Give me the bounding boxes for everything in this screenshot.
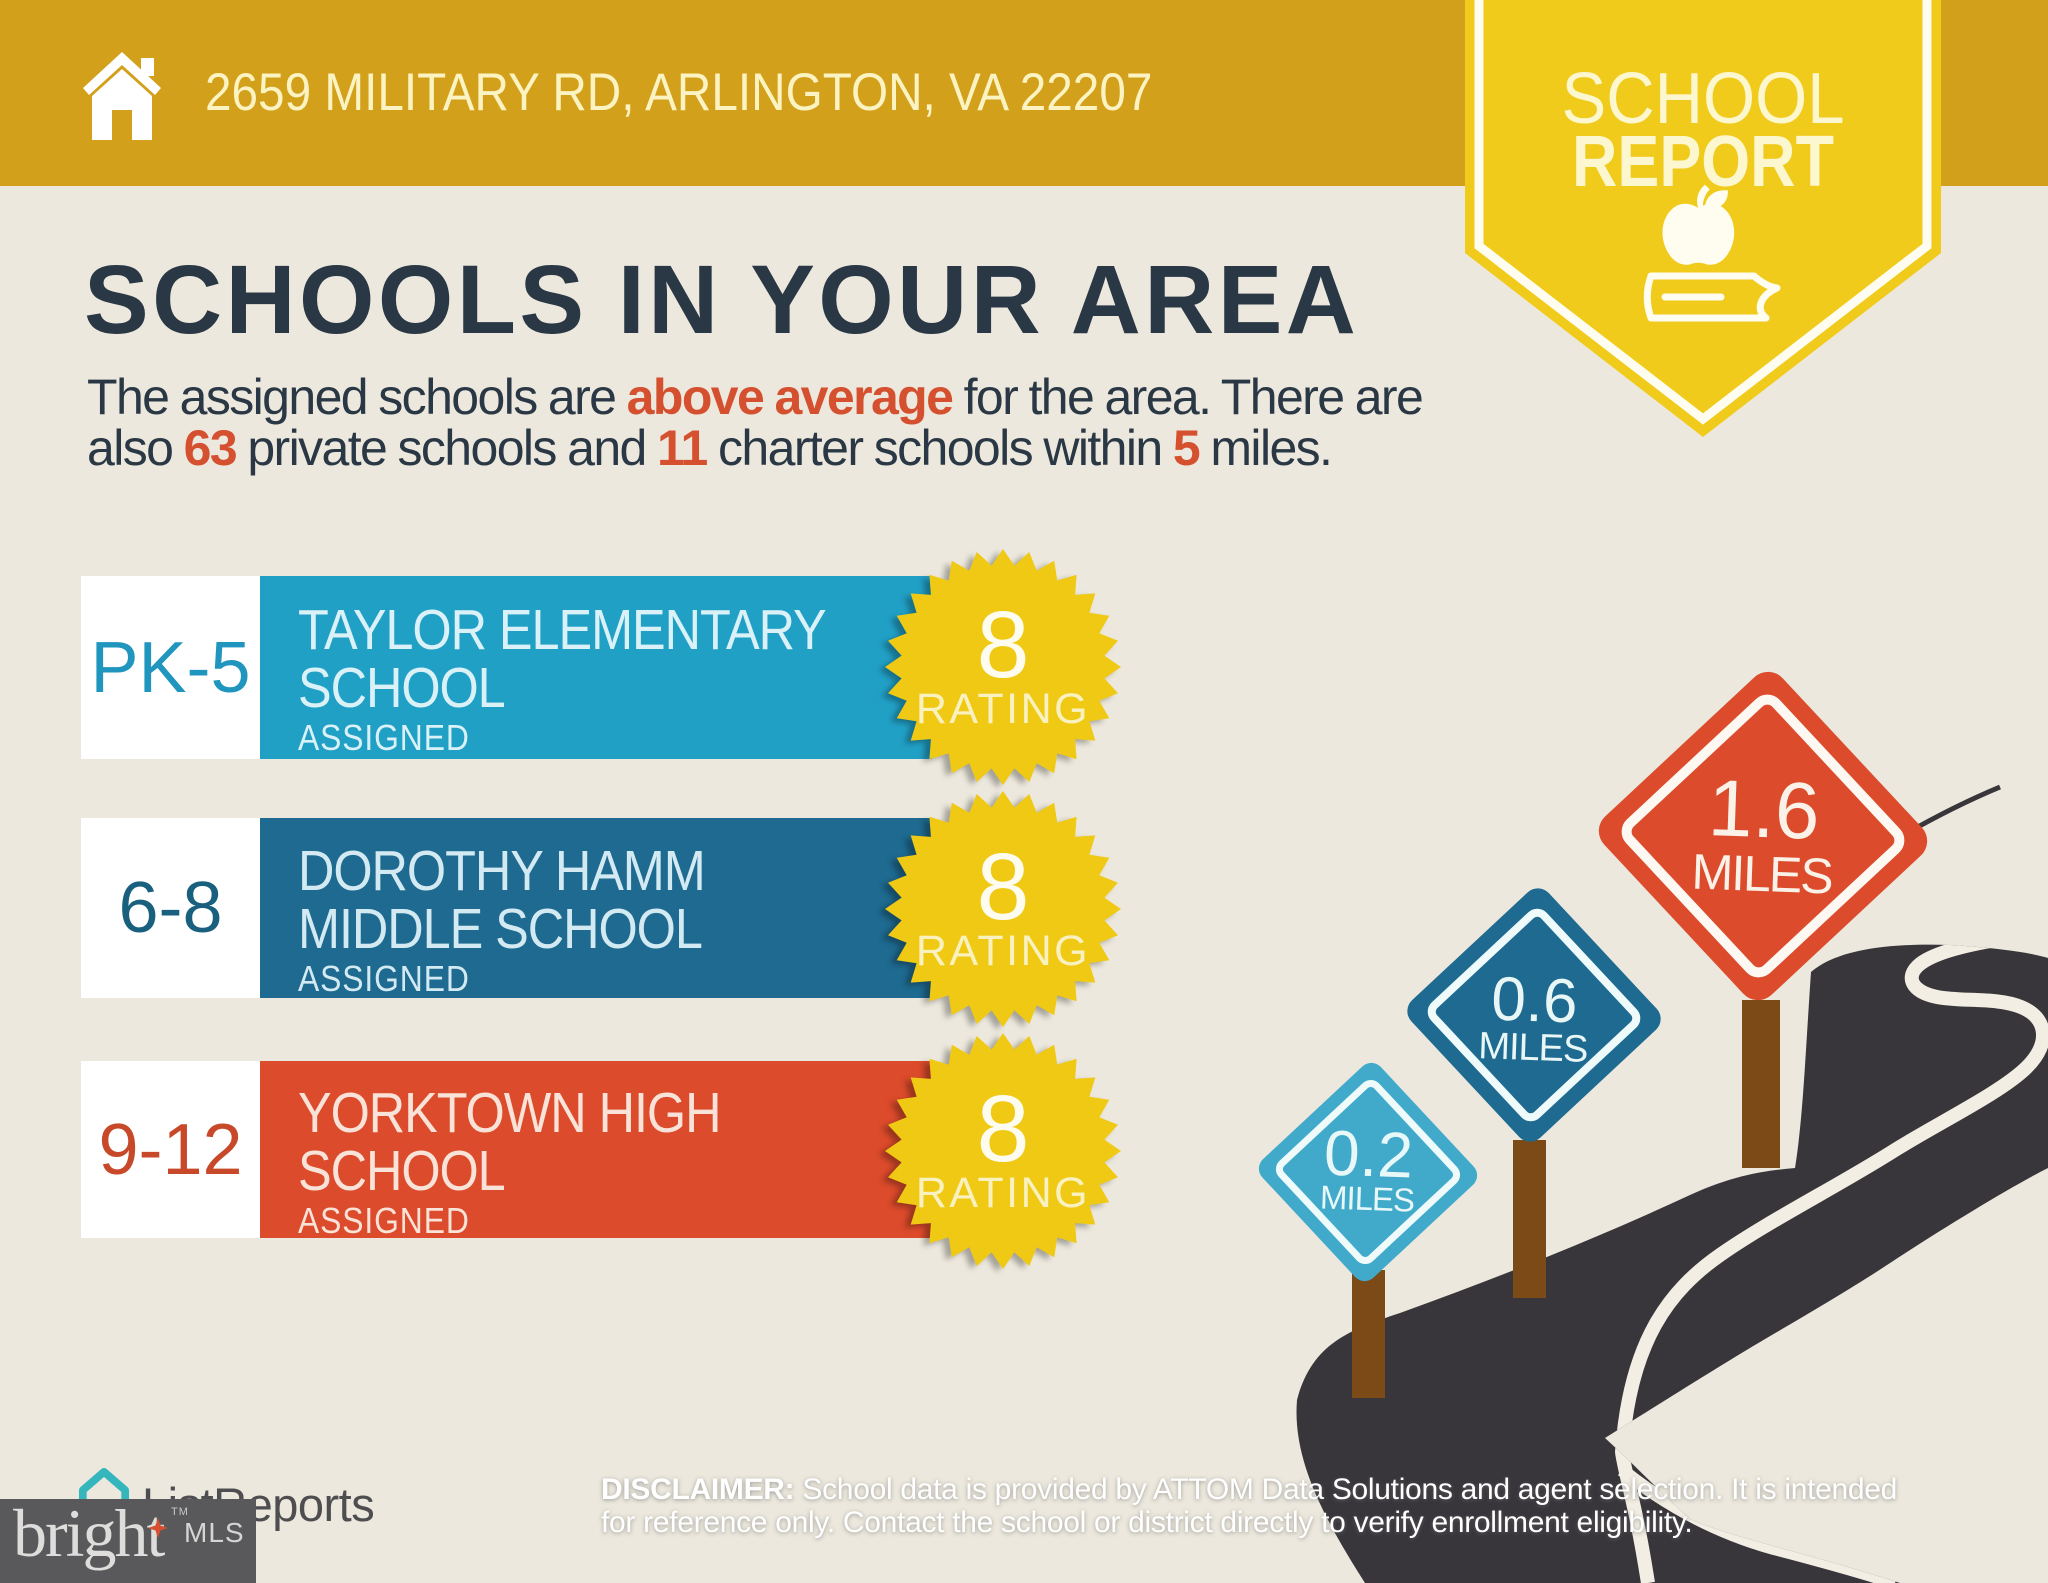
svg-text:RATING: RATING (916, 685, 1090, 733)
svg-text:SCHOOL: SCHOOL (1562, 59, 1845, 139)
svg-text:MILES: MILES (1691, 844, 1834, 905)
svg-text:8: 8 (977, 834, 1030, 940)
svg-text:MILES: MILES (1478, 1025, 1588, 1071)
svg-text:0.2: 0.2 (1323, 1116, 1414, 1191)
svg-text:8: 8 (977, 1076, 1030, 1182)
svg-text:8: 8 (977, 592, 1030, 698)
svg-text:MILES: MILES (1319, 1178, 1414, 1218)
svg-text:0.6: 0.6 (1490, 965, 1579, 1037)
svg-text:RATING: RATING (916, 1169, 1090, 1217)
svg-text:RATING: RATING (916, 927, 1090, 975)
svg-text:1.6: 1.6 (1707, 763, 1821, 856)
